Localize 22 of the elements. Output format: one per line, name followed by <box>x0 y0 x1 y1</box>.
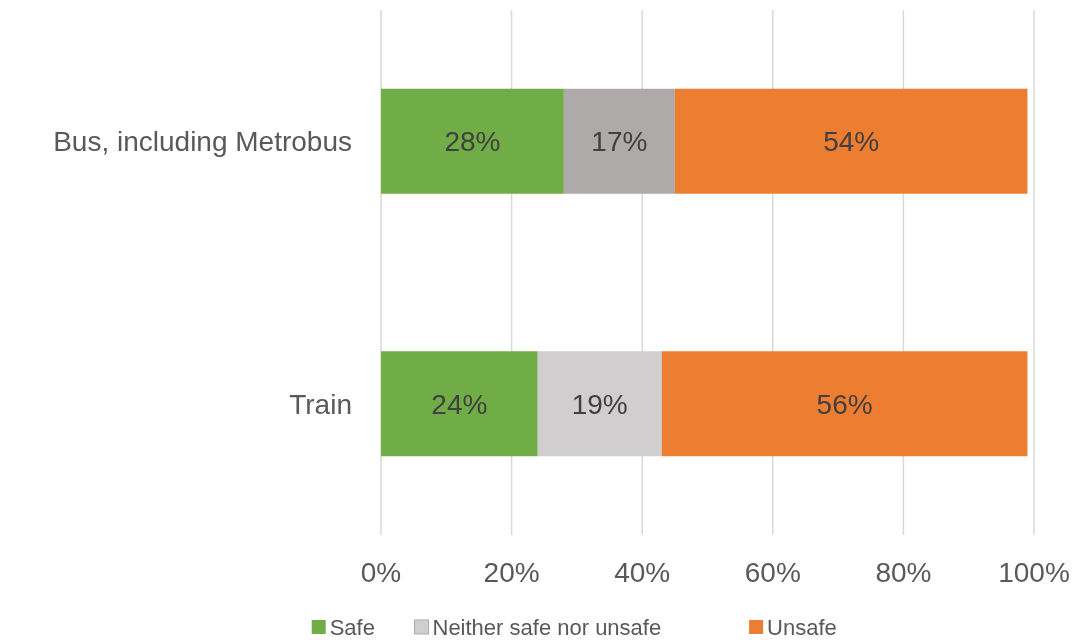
x-tick-label: 100% <box>998 556 1070 588</box>
text: 17% <box>591 126 648 158</box>
text: 19% <box>571 388 628 420</box>
x-tick-label: 20% <box>483 556 540 588</box>
bar <box>563 88 675 194</box>
bar <box>381 88 564 194</box>
legend-label: Neither safe nor unsafe <box>432 614 662 640</box>
bar <box>381 351 538 457</box>
bar <box>661 351 1028 457</box>
x-tick-label: 40% <box>614 556 671 588</box>
x-tick-label: 60% <box>744 556 801 588</box>
y-tick-label: Train <box>289 388 352 420</box>
legend-label: Safe <box>329 614 375 640</box>
text: 28% <box>444 126 501 158</box>
x-tick-label: 80% <box>875 556 932 588</box>
text: 54% <box>823 126 880 158</box>
bar <box>674 88 1028 194</box>
y-tick-label: Bus, including Metrobus <box>53 126 352 158</box>
x-tick-label: 0% <box>360 556 402 588</box>
text: 56% <box>816 388 873 420</box>
legend-label: Unsafe <box>767 614 837 640</box>
text: 24% <box>431 388 488 420</box>
